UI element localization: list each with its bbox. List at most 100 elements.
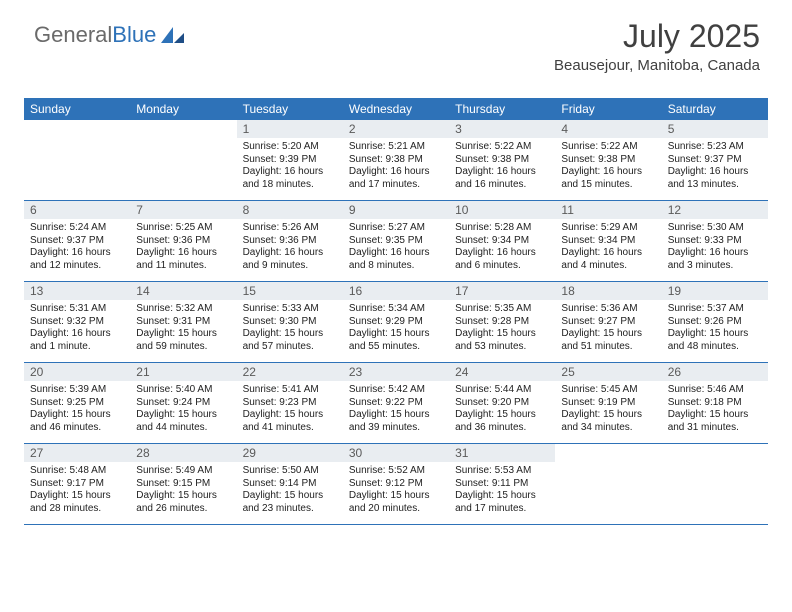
sunrise-text: Sunrise: 5:36 AM xyxy=(561,303,655,316)
day-detail: Sunrise: 5:39 AMSunset: 9:25 PMDaylight:… xyxy=(24,381,130,440)
day-number: 11 xyxy=(555,201,661,219)
sunset-text: Sunset: 9:36 PM xyxy=(136,235,230,248)
daylight-text: Daylight: 15 hours xyxy=(349,328,443,341)
day-detail: Sunrise: 5:45 AMSunset: 9:19 PMDaylight:… xyxy=(555,381,661,440)
daylight-text: Daylight: 16 hours xyxy=(561,247,655,260)
sunrise-text: Sunrise: 5:40 AM xyxy=(136,384,230,397)
sunset-text: Sunset: 9:28 PM xyxy=(455,316,549,329)
daylight-text: Daylight: 16 hours xyxy=(668,247,762,260)
day-number: 7 xyxy=(130,201,236,219)
sunset-text: Sunset: 9:32 PM xyxy=(30,316,124,329)
day-number: 8 xyxy=(237,201,343,219)
day-detail: Sunrise: 5:27 AMSunset: 9:35 PMDaylight:… xyxy=(343,219,449,278)
sunrise-text: Sunrise: 5:49 AM xyxy=(136,465,230,478)
daylight-text: and 46 minutes. xyxy=(30,422,124,435)
calendar-day: 19Sunrise: 5:37 AMSunset: 9:26 PMDayligh… xyxy=(662,282,768,362)
sunset-text: Sunset: 9:19 PM xyxy=(561,397,655,410)
sunset-text: Sunset: 9:24 PM xyxy=(136,397,230,410)
day-detail: Sunrise: 5:41 AMSunset: 9:23 PMDaylight:… xyxy=(237,381,343,440)
day-number: 23 xyxy=(343,363,449,381)
page-header: July 2025 Beausejour, Manitoba, Canada xyxy=(554,18,760,74)
calendar-day: 7Sunrise: 5:25 AMSunset: 9:36 PMDaylight… xyxy=(130,201,236,281)
daylight-text: and 15 minutes. xyxy=(561,179,655,192)
brand-part1: General xyxy=(34,22,112,48)
sunrise-text: Sunrise: 5:22 AM xyxy=(561,141,655,154)
daylight-text: Daylight: 16 hours xyxy=(349,166,443,179)
sunrise-text: Sunrise: 5:52 AM xyxy=(349,465,443,478)
daylight-text: and 18 minutes. xyxy=(243,179,337,192)
day-number: 30 xyxy=(343,444,449,462)
sunrise-text: Sunrise: 5:21 AM xyxy=(349,141,443,154)
day-number: 13 xyxy=(24,282,130,300)
calendar-day: 25Sunrise: 5:45 AMSunset: 9:19 PMDayligh… xyxy=(555,363,661,443)
sunset-text: Sunset: 9:29 PM xyxy=(349,316,443,329)
calendar-day: 24Sunrise: 5:44 AMSunset: 9:20 PMDayligh… xyxy=(449,363,555,443)
sunrise-text: Sunrise: 5:26 AM xyxy=(243,222,337,235)
day-number: 17 xyxy=(449,282,555,300)
day-number: 15 xyxy=(237,282,343,300)
weekday-header: Thursday xyxy=(449,98,555,120)
daylight-text: and 31 minutes. xyxy=(668,422,762,435)
sunrise-text: Sunrise: 5:23 AM xyxy=(668,141,762,154)
day-number: 29 xyxy=(237,444,343,462)
daylight-text: and 8 minutes. xyxy=(349,260,443,273)
sunset-text: Sunset: 9:30 PM xyxy=(243,316,337,329)
sunset-text: Sunset: 9:38 PM xyxy=(455,154,549,167)
day-detail: Sunrise: 5:40 AMSunset: 9:24 PMDaylight:… xyxy=(130,381,236,440)
sunrise-text: Sunrise: 5:32 AM xyxy=(136,303,230,316)
sunrise-text: Sunrise: 5:29 AM xyxy=(561,222,655,235)
daylight-text: and 34 minutes. xyxy=(561,422,655,435)
calendar-week: 20Sunrise: 5:39 AMSunset: 9:25 PMDayligh… xyxy=(24,363,768,444)
weekday-header: Wednesday xyxy=(343,98,449,120)
day-detail: Sunrise: 5:48 AMSunset: 9:17 PMDaylight:… xyxy=(24,462,130,521)
daylight-text: and 4 minutes. xyxy=(561,260,655,273)
day-detail: Sunrise: 5:33 AMSunset: 9:30 PMDaylight:… xyxy=(237,300,343,359)
calendar-week: 1Sunrise: 5:20 AMSunset: 9:39 PMDaylight… xyxy=(24,120,768,201)
calendar-day: 27Sunrise: 5:48 AMSunset: 9:17 PMDayligh… xyxy=(24,444,130,524)
day-number: 20 xyxy=(24,363,130,381)
day-detail: Sunrise: 5:53 AMSunset: 9:11 PMDaylight:… xyxy=(449,462,555,521)
daylight-text: Daylight: 15 hours xyxy=(561,409,655,422)
sunrise-text: Sunrise: 5:30 AM xyxy=(668,222,762,235)
calendar-day: 2Sunrise: 5:21 AMSunset: 9:38 PMDaylight… xyxy=(343,120,449,200)
day-number: 5 xyxy=(662,120,768,138)
calendar-day: 6Sunrise: 5:24 AMSunset: 9:37 PMDaylight… xyxy=(24,201,130,281)
sunset-text: Sunset: 9:33 PM xyxy=(668,235,762,248)
calendar-day: 17Sunrise: 5:35 AMSunset: 9:28 PMDayligh… xyxy=(449,282,555,362)
sunset-text: Sunset: 9:34 PM xyxy=(561,235,655,248)
day-detail: Sunrise: 5:44 AMSunset: 9:20 PMDaylight:… xyxy=(449,381,555,440)
daylight-text: Daylight: 15 hours xyxy=(136,328,230,341)
day-number: 3 xyxy=(449,120,555,138)
daylight-text: and 39 minutes. xyxy=(349,422,443,435)
day-detail: Sunrise: 5:29 AMSunset: 9:34 PMDaylight:… xyxy=(555,219,661,278)
weekday-header-row: Sunday Monday Tuesday Wednesday Thursday… xyxy=(24,98,768,120)
month-title: July 2025 xyxy=(554,18,760,55)
day-number: 10 xyxy=(449,201,555,219)
daylight-text: Daylight: 15 hours xyxy=(30,409,124,422)
sunset-text: Sunset: 9:38 PM xyxy=(349,154,443,167)
daylight-text: Daylight: 16 hours xyxy=(243,247,337,260)
sunset-text: Sunset: 9:38 PM xyxy=(561,154,655,167)
day-number: 24 xyxy=(449,363,555,381)
daylight-text: and 41 minutes. xyxy=(243,422,337,435)
daylight-text: Daylight: 16 hours xyxy=(668,166,762,179)
day-number: 16 xyxy=(343,282,449,300)
weekday-header: Monday xyxy=(130,98,236,120)
sunrise-text: Sunrise: 5:39 AM xyxy=(30,384,124,397)
calendar-day: 30Sunrise: 5:52 AMSunset: 9:12 PMDayligh… xyxy=(343,444,449,524)
calendar-day: 15Sunrise: 5:33 AMSunset: 9:30 PMDayligh… xyxy=(237,282,343,362)
sunset-text: Sunset: 9:23 PM xyxy=(243,397,337,410)
sunset-text: Sunset: 9:22 PM xyxy=(349,397,443,410)
daylight-text: and 57 minutes. xyxy=(243,341,337,354)
day-number: 6 xyxy=(24,201,130,219)
calendar-day: 23Sunrise: 5:42 AMSunset: 9:22 PMDayligh… xyxy=(343,363,449,443)
sunset-text: Sunset: 9:35 PM xyxy=(349,235,443,248)
sunrise-text: Sunrise: 5:20 AM xyxy=(243,141,337,154)
sunrise-text: Sunrise: 5:33 AM xyxy=(243,303,337,316)
calendar-day: 26Sunrise: 5:46 AMSunset: 9:18 PMDayligh… xyxy=(662,363,768,443)
day-detail: Sunrise: 5:36 AMSunset: 9:27 PMDaylight:… xyxy=(555,300,661,359)
daylight-text: and 23 minutes. xyxy=(243,503,337,516)
daylight-text: Daylight: 15 hours xyxy=(349,409,443,422)
day-number: 31 xyxy=(449,444,555,462)
daylight-text: and 28 minutes. xyxy=(30,503,124,516)
